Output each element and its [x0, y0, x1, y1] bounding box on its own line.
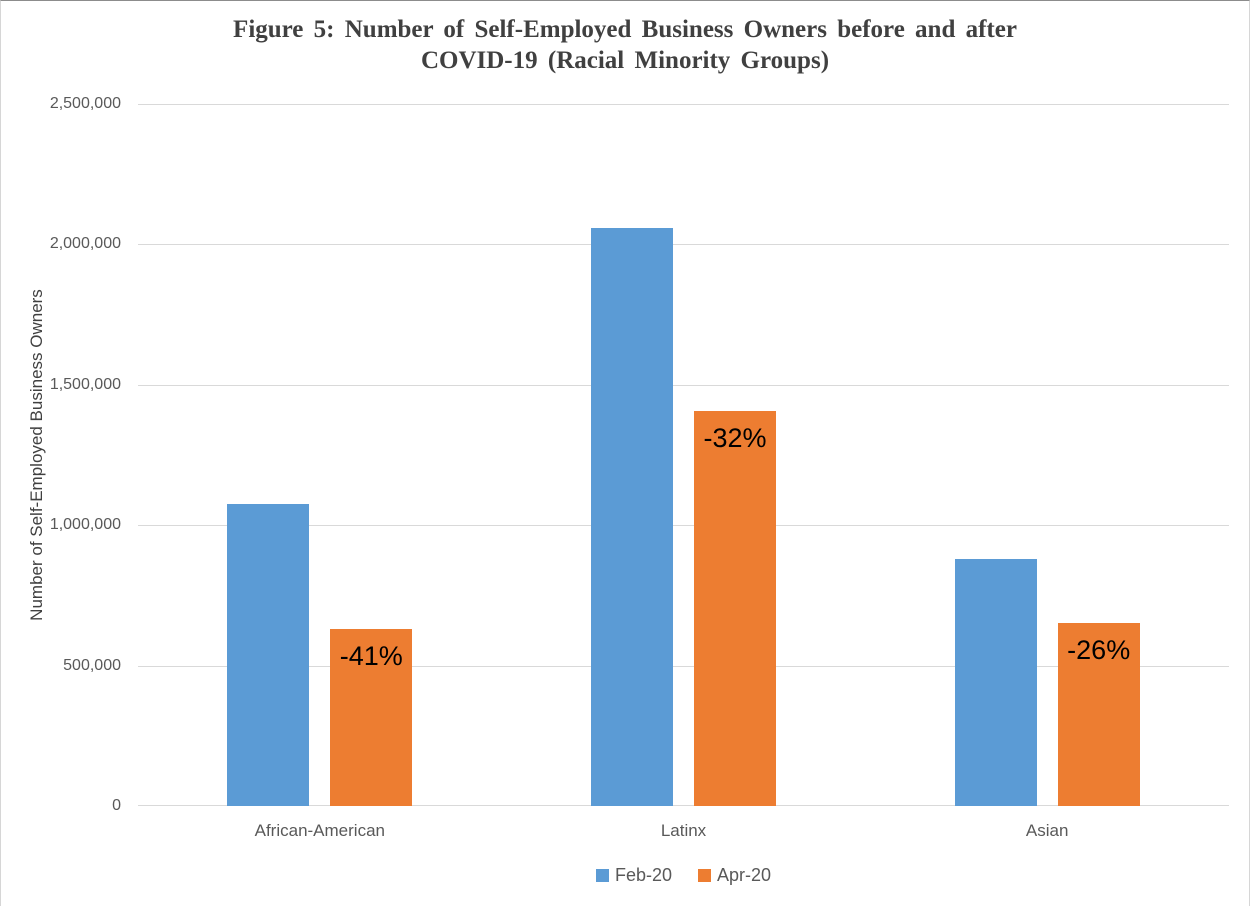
y-tick-label-1500000: 1,500,000 — [49, 375, 121, 393]
pct-change-label-african-american: -41% — [339, 641, 403, 671]
legend: Feb-20 Apr-20 — [138, 865, 1229, 886]
legend-item-feb-20: Feb-20 — [595, 865, 672, 886]
bar-feb-20-asian — [954, 559, 1037, 806]
bar-apr-20-asian: -26% — [1057, 623, 1140, 806]
legend-swatch-apr-20 — [698, 869, 711, 882]
gridline-1500000 — [138, 384, 1229, 386]
chart-title-line2: COVID-19 (Racial Minority Groups) — [420, 47, 830, 74]
legend-swatch-feb-20 — [595, 869, 609, 882]
gridline-500000 — [138, 665, 1229, 667]
bar-apr-20-african-american: -41% — [330, 629, 413, 806]
x-axis-category-labels: African-American Latinx Asian — [138, 821, 1229, 845]
chart-title: Figure 5: Number of Self-Employed Busine… — [1, 14, 1249, 76]
gridline-2500000 — [138, 104, 1229, 105]
legend-label-feb-20: Feb-20 — [614, 865, 672, 885]
pct-change-label-asian: -26% — [1067, 635, 1131, 665]
y-tick-label-2500000: 2,500,000 — [49, 95, 121, 112]
legend-item-apr-20: Apr-20 — [698, 865, 771, 886]
x-label-asian: Asian — [1025, 821, 1069, 840]
bar-feb-20-african-american — [227, 504, 310, 806]
bar-apr-20-latinx: -32% — [694, 411, 776, 806]
chart-title-line1: Figure 5: Number of Self-Employed Busine… — [233, 16, 1017, 43]
gridline-0 — [138, 805, 1229, 806]
x-label-latinx: Latinx — [660, 821, 707, 840]
x-label-african-american: African-American — [254, 821, 385, 840]
y-axis-title: Number of Self-Employed Business Owners — [27, 289, 46, 621]
gridline-2000000 — [138, 244, 1229, 246]
pct-change-label-latinx: -32% — [703, 423, 767, 453]
y-tick-label-0: 0 — [112, 797, 121, 814]
y-tick-label-1000000: 1,000,000 — [49, 516, 121, 534]
plot-area: -41% -32% -26% — [138, 104, 1229, 806]
gridline-1000000 — [138, 525, 1229, 527]
legend-label-apr-20: Apr-20 — [717, 865, 772, 885]
y-tick-label-500000: 500,000 — [63, 656, 121, 674]
y-tick-label-2000000: 2,000,000 — [49, 235, 121, 253]
bar-feb-20-latinx — [591, 228, 673, 806]
